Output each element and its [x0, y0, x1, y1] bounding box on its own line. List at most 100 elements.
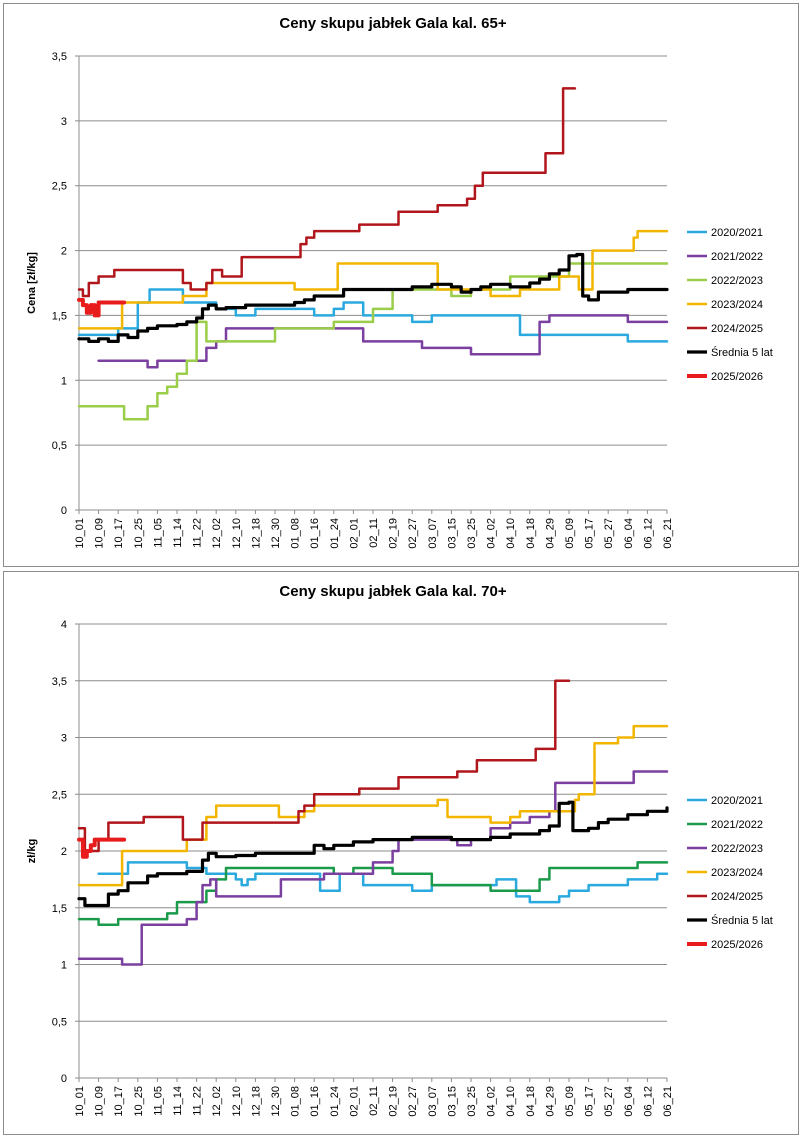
y-tick-label: 3,5 — [52, 51, 67, 63]
y-tick-label: 3,5 — [52, 676, 67, 688]
series-line — [77, 800, 669, 908]
x-tick-label: 12_18 — [250, 518, 262, 549]
x-tick-label: 05_27 — [603, 518, 615, 549]
series-line — [77, 770, 669, 966]
x-tick-label: 04_10 — [505, 518, 517, 549]
x-tick-label: 03_07 — [427, 518, 439, 549]
y-tick-label: 2,5 — [52, 789, 67, 801]
x-tick-label: 10_01 — [74, 1086, 86, 1117]
chart-panel-65: Ceny skupu jabłek Gala kal. 65+ 0 0,5 1 1,5 2… — [3, 3, 799, 567]
y-tick-label: 0 — [61, 505, 67, 517]
y-tick-label: 4 — [61, 619, 67, 631]
chart-title: Ceny skupu jabłek Gala kal. 70+ — [279, 583, 506, 600]
legend-label: 2022/2023 — [711, 843, 763, 855]
x-tick-label: 04_10 — [505, 1086, 517, 1117]
x-tick-label: 10_01 — [74, 518, 86, 549]
x-tick-label: 10_25 — [133, 1086, 145, 1117]
x-tick-label: 05_17 — [584, 518, 596, 549]
y-axis-label: zł/kg — [26, 839, 38, 863]
legend-label: 2021/2022 — [711, 819, 763, 831]
x-tick-label: 05_27 — [603, 1086, 615, 1117]
legend-label: 2023/2024 — [711, 867, 763, 879]
x-tick-label: 03_07 — [427, 1086, 439, 1117]
chart-title: Ceny skupu jabłek Gala kal. 65+ — [279, 15, 506, 32]
x-tick-label: 10_09 — [94, 1086, 106, 1117]
x-tick-label: 10_25 — [133, 518, 145, 549]
chart-panel-70: Ceny skupu jabłek Gala kal. 70+ 0 0,5 1 1,5 2… — [3, 571, 799, 1135]
chart-70-plot: Ceny skupu jabłek Gala kal. 70+ 0 0,5 1 1,5 2… — [26, 583, 773, 1117]
x-tick-label: 12_10 — [231, 1086, 243, 1117]
legend-label: 2020/2021 — [711, 795, 763, 807]
series-line — [77, 252, 669, 343]
x-tick-label: 12_02 — [211, 518, 223, 549]
x-tick-label: 02_11 — [368, 518, 380, 548]
series-line — [77, 679, 571, 853]
x-tick-label: 03_25 — [466, 1086, 478, 1117]
x-tick-label: 04_02 — [486, 1086, 498, 1117]
legend-label: 2025/2026 — [711, 939, 763, 951]
series-line — [77, 288, 669, 343]
legend-label: 2021/2022 — [711, 251, 763, 263]
y-tick-label: 0,5 — [52, 440, 67, 452]
chart-65-plot: Ceny skupu jabłek Gala kal. 65+ 0 0,5 1 1,5 2… — [26, 15, 773, 549]
legend-label: 2024/2025 — [711, 323, 763, 335]
x-tick-label: 04_02 — [486, 518, 498, 549]
legend-label: 2022/2023 — [711, 275, 763, 287]
y-tick-label: 3 — [61, 733, 67, 745]
x-tick-label: 01_24 — [329, 1086, 341, 1117]
x-tick-label: 06_12 — [642, 518, 654, 549]
legend-label: 2023/2024 — [711, 299, 763, 311]
series-line — [77, 87, 577, 298]
y-tick-label: 1,5 — [52, 310, 67, 322]
series-line — [77, 229, 669, 330]
x-tick-label: 11_05 — [152, 1086, 164, 1116]
y-tick-label: 1,5 — [52, 903, 67, 915]
y-tick-label: 1 — [61, 375, 67, 387]
x-tick-label: 12_30 — [270, 1086, 282, 1117]
x-tick-label: 01_16 — [309, 518, 321, 549]
x-tick-label: 06_21 — [662, 518, 674, 549]
x-tick-label: 02_01 — [348, 518, 360, 549]
x-tick-label: 03_25 — [466, 518, 478, 549]
series-line — [77, 837, 127, 859]
x-tick-label: 02_11 — [368, 1086, 380, 1116]
x-tick-label: 01_24 — [329, 518, 341, 549]
legend-label: Średnia 5 lat — [711, 346, 773, 359]
x-tick-label: 02_19 — [388, 518, 400, 549]
x-tick-label: 02_27 — [407, 518, 419, 549]
x-tick-label: 05_17 — [584, 1086, 596, 1117]
x-tick-label: 12_18 — [250, 1086, 262, 1117]
y-tick-label: 2 — [61, 246, 67, 258]
x-tick-label: 04_18 — [525, 518, 537, 549]
y-tick-label: 2 — [61, 846, 67, 858]
y-tick-label: 1 — [61, 960, 67, 972]
x-tick-label: 06_21 — [662, 1086, 674, 1117]
x-tick-label: 02_19 — [388, 1086, 400, 1117]
x-tick-label: 06_12 — [642, 1086, 654, 1117]
legend-label: 2024/2025 — [711, 891, 763, 903]
x-tick-label: 10_17 — [113, 1086, 125, 1117]
x-tick-label: 12_02 — [211, 1086, 223, 1117]
x-tick-label: 03_15 — [446, 518, 458, 549]
x-tick-label: 11_14 — [172, 518, 184, 548]
x-tick-label: 01_16 — [309, 1086, 321, 1117]
series-line — [97, 314, 669, 369]
x-tick-label: 12_30 — [270, 518, 282, 549]
x-tick-label: 11_05 — [152, 518, 164, 548]
x-tick-label: 02_27 — [407, 1086, 419, 1117]
x-tick-label: 06_04 — [623, 518, 635, 549]
y-axis-label: Cena [zł/kg] — [26, 252, 38, 314]
x-tick-label: 04_29 — [544, 1086, 556, 1117]
x-tick-label: 05_09 — [564, 1086, 576, 1117]
series-line — [97, 861, 669, 904]
y-tick-label: 2,5 — [52, 181, 67, 193]
x-tick-label: 01_08 — [290, 518, 302, 549]
x-tick-label: 11_14 — [172, 1086, 184, 1116]
series-line — [77, 724, 669, 887]
x-tick-label: 01_08 — [290, 1086, 302, 1117]
x-tick-label: 12_10 — [231, 518, 243, 549]
x-tick-label: 06_04 — [623, 1086, 635, 1117]
y-tick-label: 3 — [61, 116, 67, 128]
y-tick-label: 0,5 — [52, 1016, 67, 1028]
x-tick-label: 03_15 — [446, 1086, 458, 1117]
